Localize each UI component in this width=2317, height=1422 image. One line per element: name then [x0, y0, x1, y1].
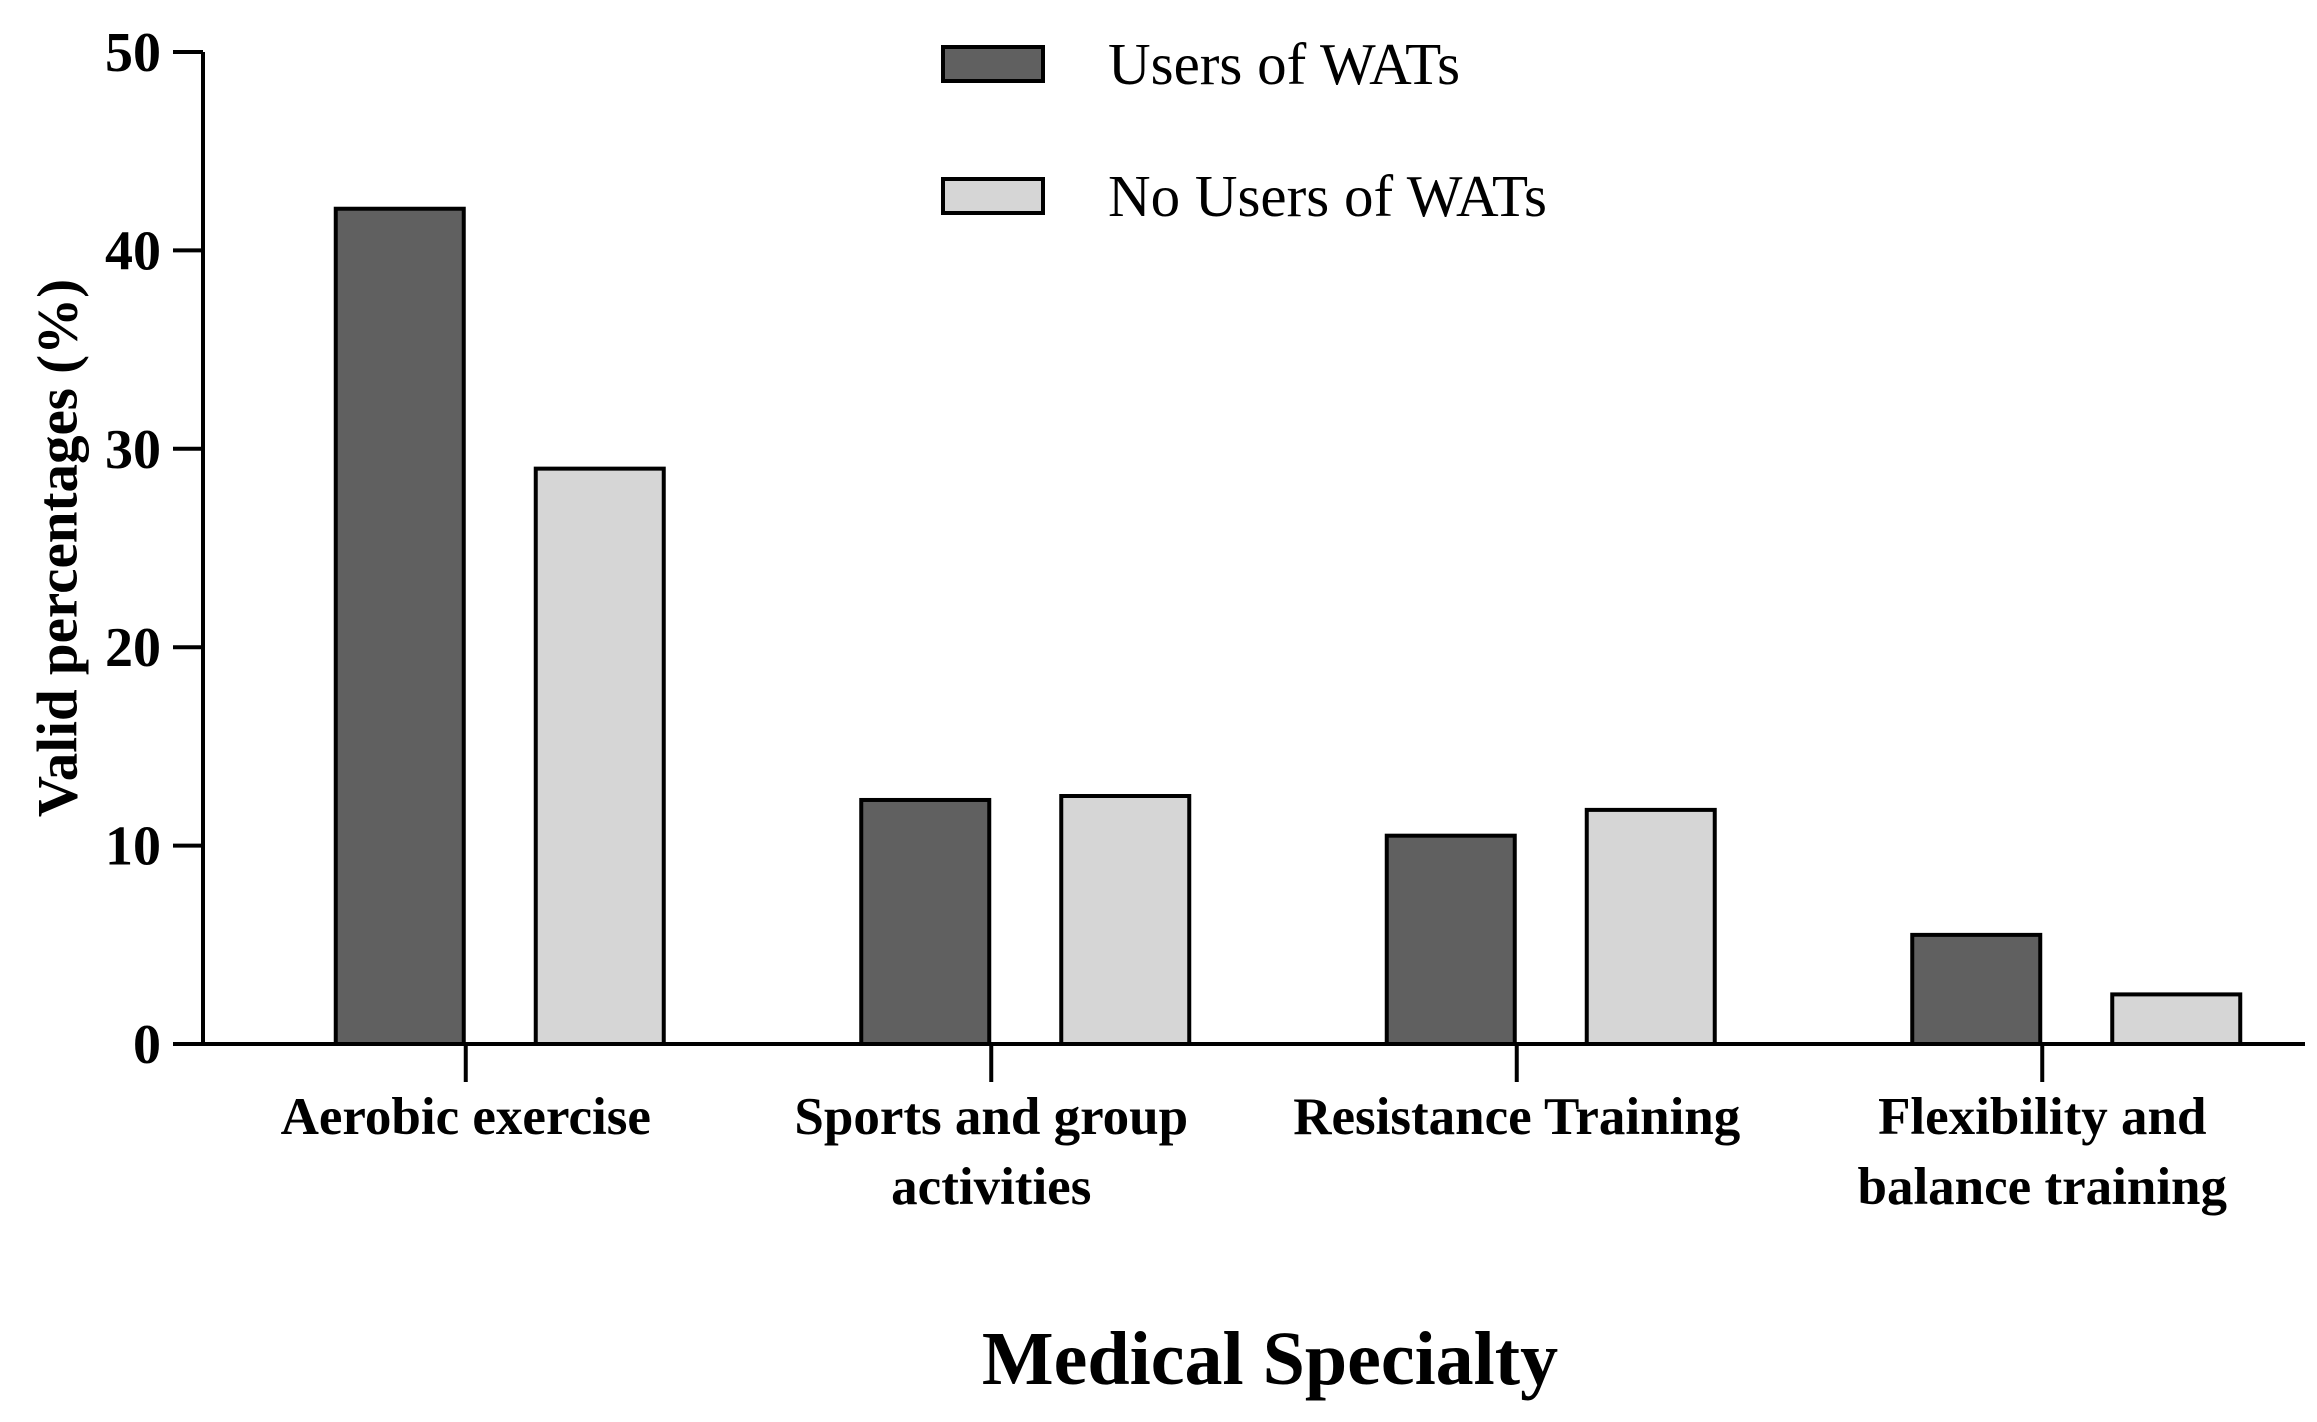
- bar-users-0: [333, 206, 466, 1046]
- legend: Users of WATs No Users of WATs: [941, 31, 1547, 229]
- legend-label-no-users: No Users of WATs: [1108, 163, 1547, 229]
- x-tick-label: Aerobic exercise: [281, 1088, 651, 1146]
- bar-no-users-2: [1584, 807, 1717, 1046]
- x-tick-label: Resistance Training: [1293, 1088, 1740, 1146]
- bars: [333, 206, 2243, 1047]
- x-axis-ticks: Aerobic exercise Sports and group activiti…: [281, 1044, 2227, 1216]
- x-tick-label: Sports and group activities: [794, 1088, 1188, 1216]
- bar-users-3: [1910, 932, 2043, 1047]
- y-tick-label: 50: [105, 22, 161, 84]
- axes: [201, 52, 2305, 1046]
- legend-swatch-no-users: [941, 177, 1045, 215]
- y-tick-label: 30: [105, 419, 161, 481]
- bar-users-2: [1384, 833, 1517, 1046]
- legend-swatch-users: [941, 45, 1045, 83]
- x-tick-label: Flexibility and balance training: [1857, 1088, 2227, 1216]
- y-tick-label: 0: [133, 1014, 161, 1076]
- y-axis-ticks: 0 10 20 30 40 50: [105, 22, 203, 1076]
- bar-no-users-0: [533, 466, 666, 1046]
- y-tick-label: 10: [105, 816, 161, 878]
- y-tick-label: 20: [105, 617, 161, 679]
- x-axis-title: Medical Specialty: [982, 1317, 1558, 1401]
- legend-label-users: Users of WATs: [1108, 31, 1460, 97]
- bar-no-users-1: [1059, 794, 1192, 1046]
- y-axis-title: Valid percentages (%): [27, 279, 90, 817]
- bar-users-1: [859, 797, 992, 1047]
- y-tick-label: 40: [105, 220, 161, 282]
- bar-no-users-3: [2110, 992, 2243, 1047]
